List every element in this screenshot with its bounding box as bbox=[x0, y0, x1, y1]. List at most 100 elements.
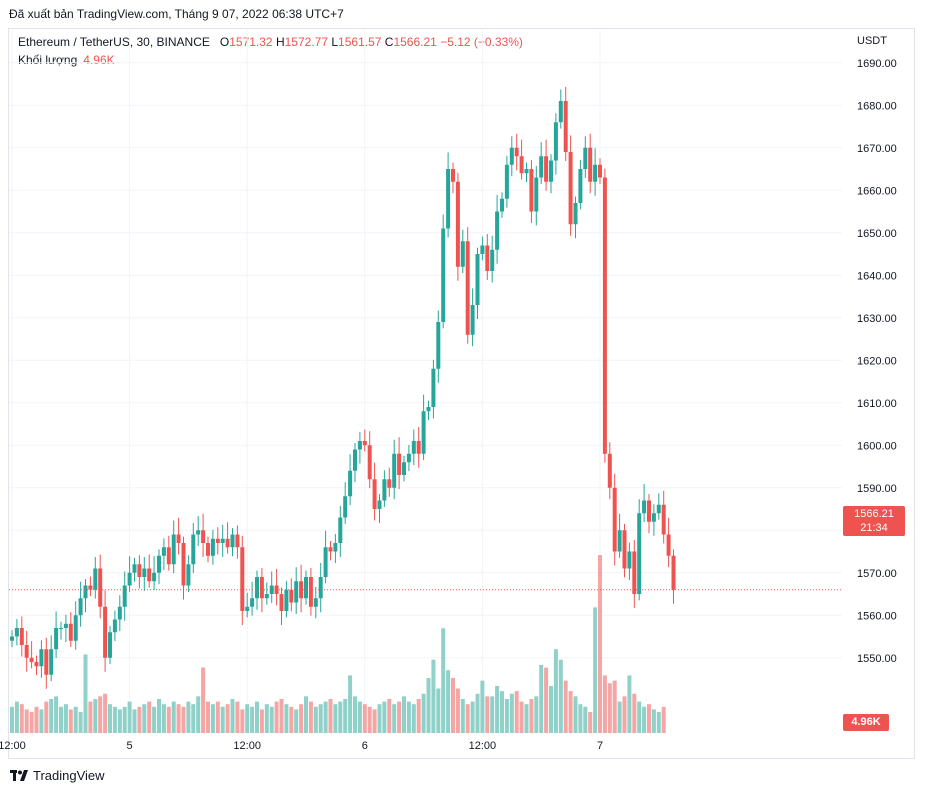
candle-body bbox=[220, 538, 225, 543]
volume-bar bbox=[372, 709, 377, 733]
volume-bar bbox=[642, 706, 647, 733]
volume-bar bbox=[161, 704, 166, 733]
candle-body bbox=[54, 628, 59, 650]
candle-body bbox=[323, 547, 328, 577]
publish-caption: Đã xuất bản TradingView.com, Tháng 9 07,… bbox=[9, 7, 344, 21]
volume-bar bbox=[460, 698, 465, 733]
candle-body bbox=[98, 568, 103, 607]
x-tick-label: 6 bbox=[362, 740, 368, 752]
candle-body bbox=[451, 169, 455, 182]
candle-body bbox=[59, 628, 63, 629]
volume-bar bbox=[259, 709, 264, 733]
volume-bar bbox=[108, 704, 112, 733]
volume-bar bbox=[465, 704, 470, 733]
volume-bar bbox=[122, 706, 127, 733]
volume-bar bbox=[171, 701, 176, 733]
candle-body bbox=[269, 585, 274, 594]
candle-body bbox=[147, 568, 152, 582]
candle-body bbox=[10, 636, 14, 641]
candle-body bbox=[642, 500, 647, 514]
candle-body bbox=[446, 169, 451, 229]
volume-bar bbox=[201, 667, 206, 733]
candle-body bbox=[122, 585, 127, 607]
candle-body bbox=[441, 228, 446, 322]
candle-body bbox=[108, 632, 112, 658]
volume-bar bbox=[333, 704, 338, 733]
volume-bar bbox=[402, 696, 406, 733]
y-tick-label: 1620.00 bbox=[857, 355, 897, 367]
high-label: H bbox=[275, 35, 285, 49]
candle-body bbox=[421, 411, 426, 454]
candle-body bbox=[495, 211, 500, 250]
volume-bar bbox=[617, 701, 622, 733]
candle-body bbox=[553, 122, 558, 161]
candle-body bbox=[357, 441, 362, 450]
y-tick-label: 1640.00 bbox=[857, 270, 897, 282]
volume-bar bbox=[578, 704, 583, 733]
volume-bar bbox=[598, 555, 602, 733]
volume-bar bbox=[568, 691, 573, 733]
y-tick-label: 1670.00 bbox=[857, 143, 897, 155]
candle-body bbox=[19, 628, 24, 645]
candle-body bbox=[137, 564, 142, 577]
symbol-legend: Ethereum / TetherUS, 30, BINANCE O1571.3… bbox=[18, 35, 523, 49]
volume-bar bbox=[406, 701, 411, 733]
candle-body bbox=[612, 487, 617, 552]
volume-bar bbox=[284, 704, 289, 733]
candle-body bbox=[661, 504, 666, 535]
volume-bar bbox=[68, 709, 73, 733]
candle-body bbox=[196, 530, 201, 535]
candle-body bbox=[333, 543, 338, 552]
volume-bar bbox=[490, 696, 495, 733]
volume-bar bbox=[186, 701, 191, 733]
volume-bar bbox=[656, 712, 661, 733]
candle-body bbox=[524, 169, 529, 174]
volume-bar bbox=[500, 691, 504, 733]
volume-bar bbox=[397, 701, 402, 733]
candle-body bbox=[206, 543, 210, 556]
volume-bar bbox=[112, 706, 117, 733]
volume-bar bbox=[529, 698, 534, 733]
candle-body bbox=[353, 449, 357, 471]
volume-bar bbox=[421, 693, 426, 733]
volume-bar bbox=[54, 696, 59, 733]
volume-bar bbox=[29, 712, 34, 733]
volume-bar bbox=[142, 704, 147, 733]
volume-bar bbox=[612, 680, 617, 733]
volume-bar bbox=[436, 688, 441, 733]
volume-bar bbox=[573, 696, 578, 733]
volume-bar bbox=[206, 701, 210, 733]
candle-body bbox=[132, 564, 137, 573]
candle-body bbox=[573, 203, 578, 225]
volume-bar bbox=[318, 704, 323, 733]
volume-label[interactable]: Khối lượng bbox=[18, 53, 78, 67]
candle-body bbox=[460, 241, 465, 267]
volume-bar bbox=[451, 678, 455, 733]
candle-body bbox=[44, 649, 49, 675]
candle-body bbox=[63, 623, 68, 628]
volume-bar bbox=[196, 696, 201, 733]
candle-body bbox=[255, 577, 259, 599]
volume-bar bbox=[602, 675, 607, 733]
volume-bar bbox=[39, 709, 44, 733]
candle-body bbox=[157, 555, 161, 573]
volume-bar bbox=[93, 698, 98, 733]
candle-body bbox=[127, 572, 132, 586]
candle-body bbox=[436, 322, 441, 369]
candle-body bbox=[142, 568, 147, 577]
volume-bar bbox=[534, 696, 539, 733]
symbol-name[interactable]: Ethereum / TetherUS, 30, BINANCE bbox=[18, 35, 210, 49]
volume-bar bbox=[215, 701, 220, 733]
volume-bar bbox=[553, 649, 558, 733]
candle-body bbox=[558, 101, 563, 123]
volume-bar bbox=[98, 696, 103, 733]
volume-bar bbox=[485, 696, 490, 733]
currency-label[interactable]: USDT bbox=[857, 35, 887, 47]
low-value: 1561.57 bbox=[338, 35, 382, 49]
footer-brand[interactable]: TradingView bbox=[10, 768, 105, 783]
volume-bar bbox=[509, 693, 514, 733]
candle-body bbox=[338, 517, 343, 543]
candle-body bbox=[392, 453, 397, 488]
candle-body bbox=[544, 156, 549, 182]
